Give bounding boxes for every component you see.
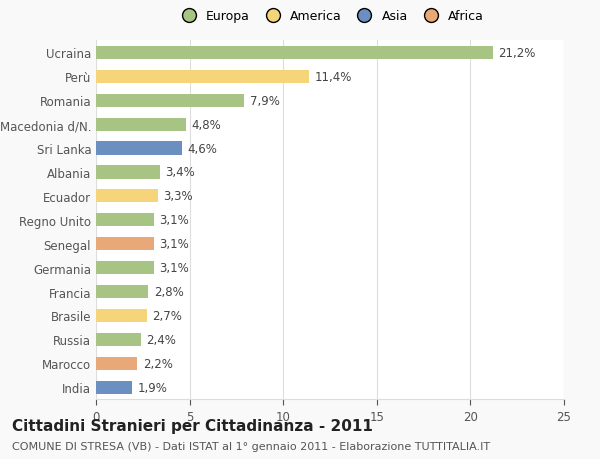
Bar [96,71,310,84]
Text: 3,1%: 3,1% [160,214,190,227]
Bar [96,190,158,203]
Text: 7,9%: 7,9% [250,95,280,107]
Text: 4,6%: 4,6% [188,142,218,155]
Bar [96,262,154,274]
Bar [96,238,154,251]
Text: 1,9%: 1,9% [137,381,167,394]
Bar [96,214,154,227]
Text: 2,7%: 2,7% [152,309,182,322]
Legend: Europa, America, Asia, Africa: Europa, America, Asia, Africa [171,5,489,28]
Text: 21,2%: 21,2% [499,47,536,60]
Text: 11,4%: 11,4% [315,71,352,84]
Bar [96,333,141,346]
Bar [96,47,493,60]
Bar [96,381,131,394]
Text: 4,8%: 4,8% [191,118,221,131]
Text: 2,4%: 2,4% [146,333,176,346]
Text: COMUNE DI STRESA (VB) - Dati ISTAT al 1° gennaio 2011 - Elaborazione TUTTITALIA.: COMUNE DI STRESA (VB) - Dati ISTAT al 1°… [12,441,490,451]
Text: Cittadini Stranieri per Cittadinanza - 2011: Cittadini Stranieri per Cittadinanza - 2… [12,418,373,433]
Text: 2,8%: 2,8% [154,285,184,298]
Bar [96,166,160,179]
Text: 2,2%: 2,2% [143,357,173,370]
Bar [96,118,186,131]
Bar [96,285,148,298]
Bar [96,142,182,155]
Text: 3,1%: 3,1% [160,262,190,274]
Text: 3,4%: 3,4% [165,166,195,179]
Bar [96,95,244,107]
Bar [96,309,146,322]
Text: 3,3%: 3,3% [163,190,193,203]
Bar [96,357,137,370]
Text: 3,1%: 3,1% [160,238,190,251]
